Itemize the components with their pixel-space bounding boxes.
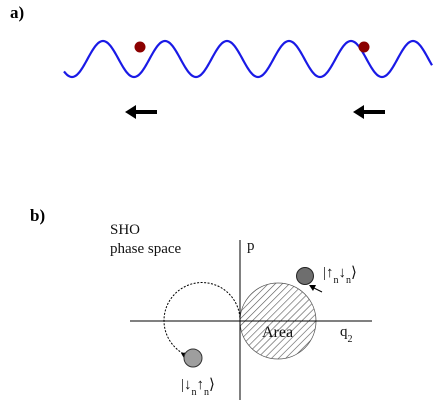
ket-bottom: |↓n↑n⟩ bbox=[181, 377, 215, 395]
title-line2: phase space bbox=[110, 241, 181, 257]
standing-wave bbox=[64, 41, 432, 77]
arrow-left-1 bbox=[125, 105, 157, 119]
state-ball-top bbox=[297, 268, 314, 285]
axis-q-label: q2 bbox=[340, 324, 353, 342]
particle-right bbox=[359, 42, 370, 53]
title-line1: SHO bbox=[110, 222, 140, 238]
trajectory-arc bbox=[164, 283, 240, 355]
arrow-left-2 bbox=[353, 105, 385, 119]
axis-p-label: p bbox=[247, 238, 255, 254]
particle-left bbox=[135, 42, 146, 53]
ket-top: |↑n↓n⟩ bbox=[323, 265, 357, 283]
state-ball-bottom bbox=[184, 349, 202, 367]
area-label: Area bbox=[262, 325, 293, 341]
